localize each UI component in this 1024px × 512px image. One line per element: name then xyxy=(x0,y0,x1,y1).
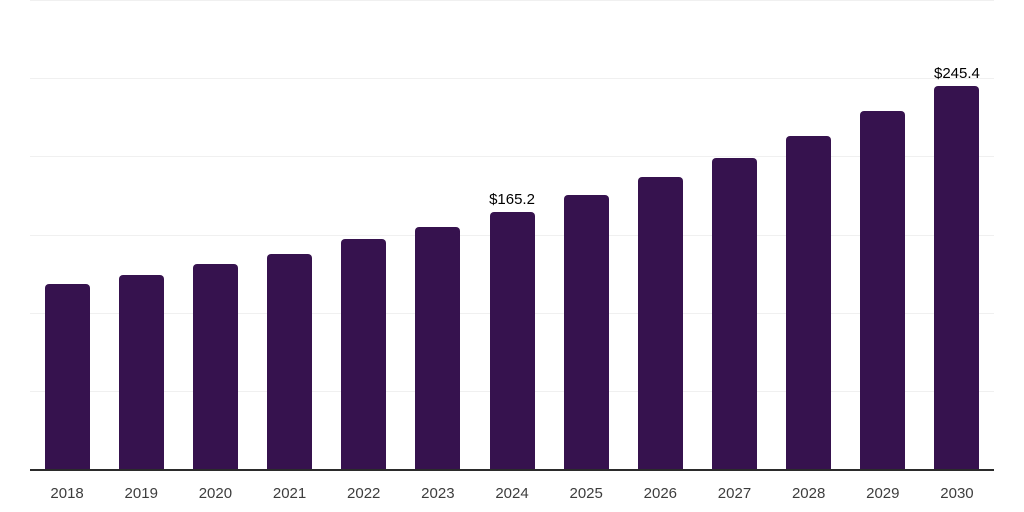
gridline-y-300 xyxy=(30,0,994,1)
x-tick-label-2025: 2025 xyxy=(569,485,603,502)
bar-column-2020 xyxy=(178,1,252,470)
bar-column-2024: $165.2 xyxy=(475,1,549,470)
x-axis-labels: 2018 2019 2020 2021 2022 2023 2024 2025 2026 2027… xyxy=(30,486,994,501)
bar-2022 xyxy=(341,239,387,470)
bar-2024 xyxy=(489,211,535,470)
bar-2029 xyxy=(860,111,906,470)
x-tick-label-2026: 2026 xyxy=(643,485,678,502)
bar-2025 xyxy=(563,195,609,470)
x-tick-label-2018: 2018 xyxy=(50,485,84,502)
bar-column-2018 xyxy=(30,1,104,470)
x-tick-label-2020: 2020 xyxy=(198,485,233,502)
bar-2030 xyxy=(934,86,980,470)
x-tick-label-2028: 2028 xyxy=(791,485,826,502)
bar-column-2029 xyxy=(846,1,920,470)
x-tick-label-2024: 2024 xyxy=(495,485,529,502)
gridline-y-200 xyxy=(30,156,994,158)
bar-column-2030: $245.4 xyxy=(920,1,994,470)
bar-column-2028 xyxy=(772,1,846,470)
bar-column-2021 xyxy=(252,1,326,470)
plot-area: $165.2 $245.4 xyxy=(30,0,994,471)
x-tick-label-2019: 2019 xyxy=(124,485,158,502)
bar-value-label-2030: $245.4 xyxy=(934,65,980,83)
x-tick-label-2021: 2021 xyxy=(272,485,307,502)
bar-2026 xyxy=(637,177,683,470)
x-axis-line xyxy=(30,469,994,471)
bar-value-label-2024: $165.2 xyxy=(489,190,535,208)
bars-row: $165.2 $245.4 xyxy=(30,1,994,470)
bar-column-2026 xyxy=(623,1,697,470)
bar-column-2019 xyxy=(104,1,178,470)
x-tick-label-2030: 2030 xyxy=(940,485,974,502)
bar-2023 xyxy=(415,226,461,470)
bar-2028 xyxy=(786,135,832,470)
bar-2027 xyxy=(711,158,757,470)
gridline-y-250 xyxy=(30,78,994,80)
x-tick-label-2023: 2023 xyxy=(421,485,455,502)
bar-column-2027 xyxy=(697,1,771,470)
bar-2018 xyxy=(44,284,90,470)
bar-column-2022 xyxy=(327,1,401,470)
bar-2021 xyxy=(267,253,313,470)
x-tick-label-2027: 2027 xyxy=(717,485,752,502)
bar-2020 xyxy=(192,264,238,470)
bar-2019 xyxy=(118,274,164,470)
x-tick-label-2029: 2029 xyxy=(866,485,900,502)
bar-column-2025 xyxy=(549,1,623,470)
bar-column-2023 xyxy=(401,1,475,470)
x-tick-label-2022: 2022 xyxy=(347,485,381,502)
